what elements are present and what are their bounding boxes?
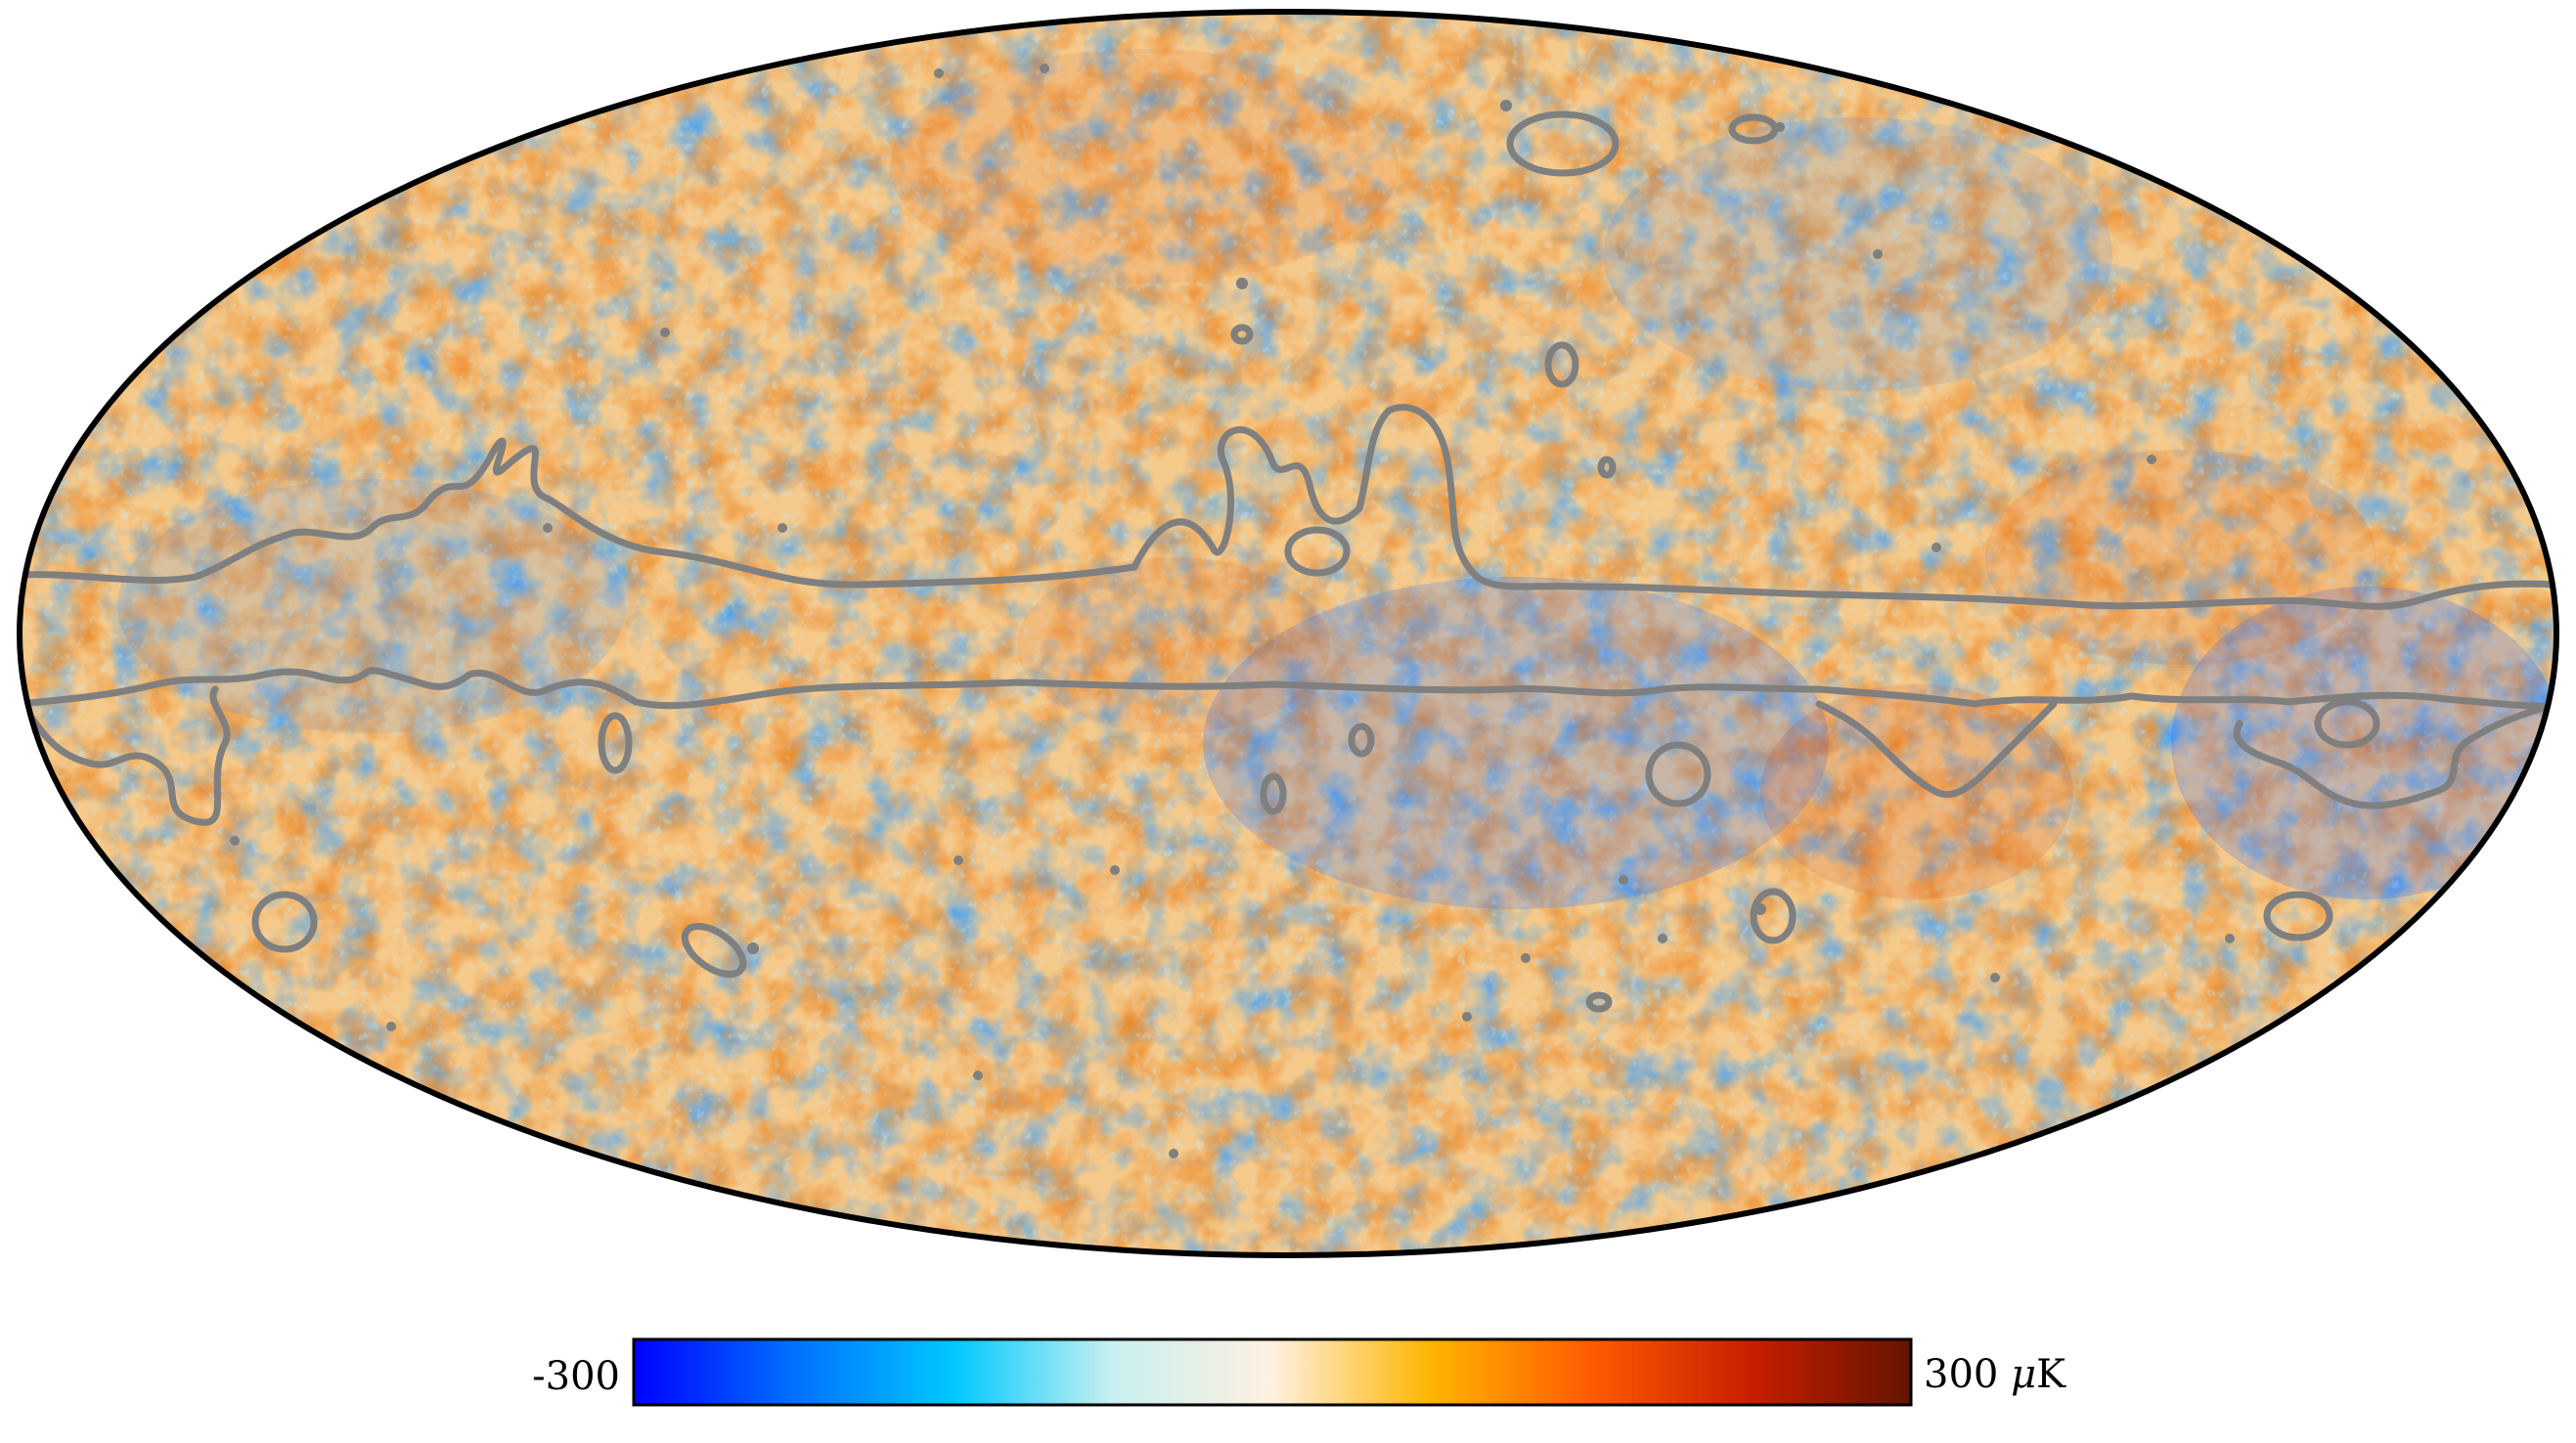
galactic-mask-contour: [20, 110, 2556, 1013]
colorbar: [632, 1337, 1913, 1407]
colorbar-gradient: [634, 1339, 1911, 1405]
colorbar-unit-symbol: μ: [2011, 1352, 2037, 1397]
colorbar-max-value: 300: [1924, 1352, 1999, 1397]
mollweide-outline: [17, 9, 2559, 1258]
colorbar-unit-letter: K: [2036, 1352, 2065, 1397]
colorbar-max-label: 300 μK: [1924, 1355, 2065, 1394]
point-source-mask: [230, 64, 2235, 1159]
colorbar-min-label: -300: [532, 1354, 620, 1399]
colorbar-frame: [632, 1337, 1913, 1407]
sky-temperature-field: [20, 12, 2556, 1255]
